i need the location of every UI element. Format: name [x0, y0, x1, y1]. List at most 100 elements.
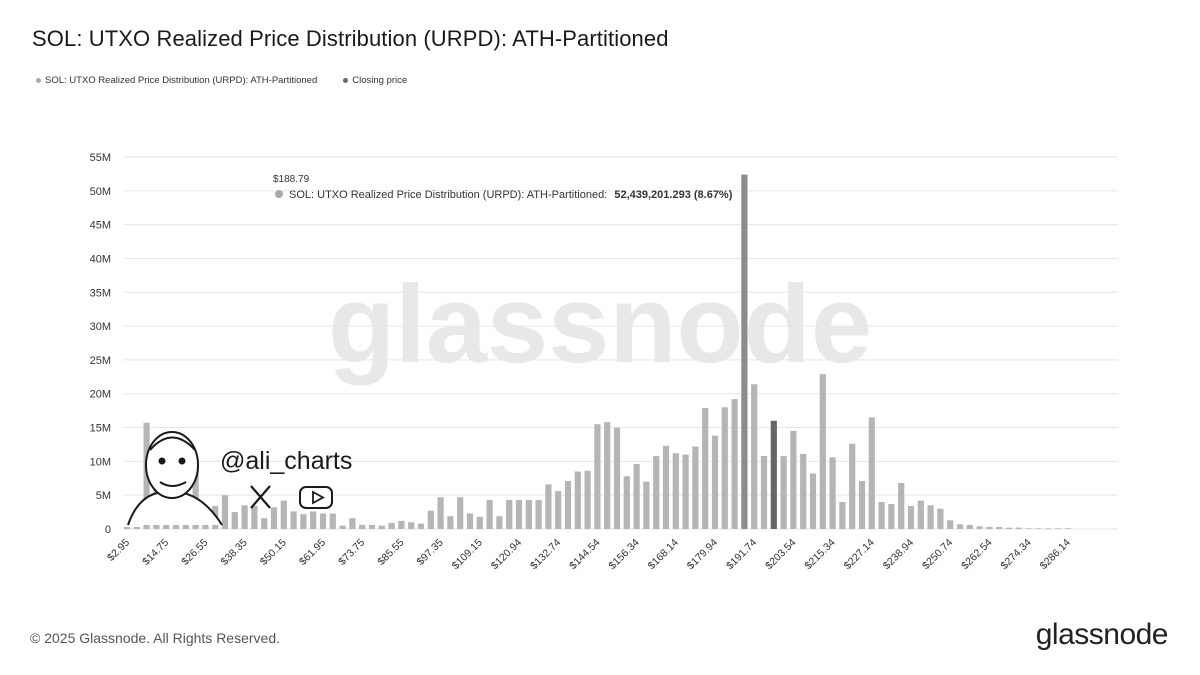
- x-tick-label: $191.74: [724, 537, 759, 572]
- bar[interactable]: [437, 497, 444, 529]
- bar[interactable]: [741, 174, 748, 529]
- bar[interactable]: [986, 526, 993, 529]
- bar[interactable]: [1015, 527, 1022, 529]
- bar[interactable]: [584, 470, 591, 529]
- bar[interactable]: [466, 513, 474, 529]
- bar[interactable]: [780, 455, 787, 529]
- bar[interactable]: [662, 445, 670, 529]
- bar[interactable]: [907, 506, 915, 529]
- bar[interactable]: [937, 508, 944, 529]
- bar[interactable]: [564, 480, 572, 529]
- footer-logo[interactable]: glassnode: [1035, 618, 1169, 651]
- bar[interactable]: [476, 516, 483, 529]
- bar[interactable]: [1054, 528, 1062, 529]
- legend-item-closing-price[interactable]: Closing price: [343, 75, 407, 86]
- bar[interactable]: [133, 526, 140, 529]
- bar[interactable]: [251, 506, 258, 529]
- bar[interactable]: [368, 524, 376, 529]
- bar[interactable]: [555, 491, 562, 529]
- bar[interactable]: [388, 522, 395, 529]
- bar[interactable]: [457, 497, 464, 529]
- bar[interactable]: [1025, 528, 1032, 529]
- bar[interactable]: [270, 507, 278, 529]
- bar[interactable]: [1045, 528, 1052, 529]
- bar[interactable]: [613, 427, 621, 529]
- bar[interactable]: [819, 374, 826, 529]
- bar[interactable]: [731, 399, 738, 529]
- bar[interactable]: [976, 526, 983, 529]
- bar[interactable]: [917, 500, 924, 529]
- bar[interactable]: [653, 455, 660, 529]
- bar[interactable]: [290, 511, 297, 529]
- bar[interactable]: [280, 500, 287, 529]
- chart-canvas[interactable]: glassnode 0 5M 10M 15M 20M 25M 30M 35M 40M 45M 50M…: [0, 0, 1200, 600]
- bar[interactable]: [378, 525, 385, 529]
- bar[interactable]: [123, 526, 131, 529]
- bar[interactable]: [898, 483, 905, 529]
- bar[interactable]: [447, 516, 454, 529]
- x-logo-icon[interactable]: [250, 485, 271, 509]
- bar[interactable]: [956, 524, 964, 529]
- youtube-icon[interactable]: [299, 486, 333, 509]
- bar[interactable]: [800, 453, 807, 529]
- bar[interactable]: [1005, 527, 1013, 529]
- x-tick-label: $38.35: [219, 537, 250, 568]
- bar[interactable]: [525, 499, 532, 529]
- bar[interactable]: [692, 446, 699, 529]
- bar[interactable]: [604, 422, 611, 529]
- bar[interactable]: [839, 501, 846, 529]
- bar[interactable]: [878, 501, 885, 529]
- bar[interactable]: [927, 505, 934, 529]
- bar[interactable]: [947, 520, 954, 529]
- bar[interactable]: [1064, 528, 1071, 529]
- bar[interactable]: [319, 513, 327, 529]
- bar[interactable]: [849, 443, 856, 529]
- y-tick-label: 5M: [96, 490, 111, 502]
- bar[interactable]: [702, 407, 709, 529]
- bar[interactable]: [486, 499, 493, 529]
- bar[interactable]: [888, 503, 895, 529]
- bar[interactable]: [231, 512, 238, 529]
- bar[interactable]: [966, 524, 973, 529]
- bar[interactable]: [770, 420, 777, 529]
- bar[interactable]: [329, 513, 336, 529]
- bar[interactable]: [682, 454, 689, 529]
- legend-item-urpd[interactable]: SOL: UTXO Realized Price Distribution (U…: [36, 75, 317, 86]
- bar[interactable]: [535, 499, 542, 529]
- bar[interactable]: [261, 518, 268, 529]
- bar[interactable]: [829, 457, 836, 529]
- bar[interactable]: [496, 516, 503, 529]
- bar[interactable]: [790, 430, 797, 529]
- author-handle[interactable]: @ali_charts: [220, 447, 353, 475]
- bar[interactable]: [349, 518, 356, 529]
- bar[interactable]: [359, 524, 366, 529]
- bar[interactable]: [633, 464, 640, 529]
- bar[interactable]: [711, 435, 719, 529]
- bar[interactable]: [241, 505, 248, 529]
- bar[interactable]: [643, 481, 650, 529]
- bar[interactable]: [310, 511, 317, 529]
- bar[interactable]: [221, 495, 229, 529]
- bar[interactable]: [1035, 528, 1042, 529]
- bar[interactable]: [858, 480, 866, 529]
- bar[interactable]: [506, 499, 513, 529]
- bar[interactable]: [192, 460, 199, 529]
- bar[interactable]: [594, 424, 601, 529]
- bar[interactable]: [996, 526, 1003, 529]
- bar[interactable]: [427, 510, 434, 529]
- bar[interactable]: [398, 520, 405, 529]
- bar[interactable]: [868, 417, 875, 529]
- bar[interactable]: [545, 484, 552, 529]
- bar[interactable]: [417, 523, 425, 529]
- bar[interactable]: [574, 471, 581, 529]
- bar[interactable]: [300, 514, 307, 529]
- bar[interactable]: [751, 384, 758, 529]
- bar[interactable]: [760, 455, 768, 529]
- bar[interactable]: [672, 453, 679, 529]
- bar[interactable]: [809, 473, 817, 529]
- bar[interactable]: [721, 407, 728, 529]
- bar[interactable]: [339, 525, 346, 529]
- bar[interactable]: [515, 499, 523, 529]
- bar[interactable]: [623, 476, 630, 529]
- bar[interactable]: [408, 522, 415, 529]
